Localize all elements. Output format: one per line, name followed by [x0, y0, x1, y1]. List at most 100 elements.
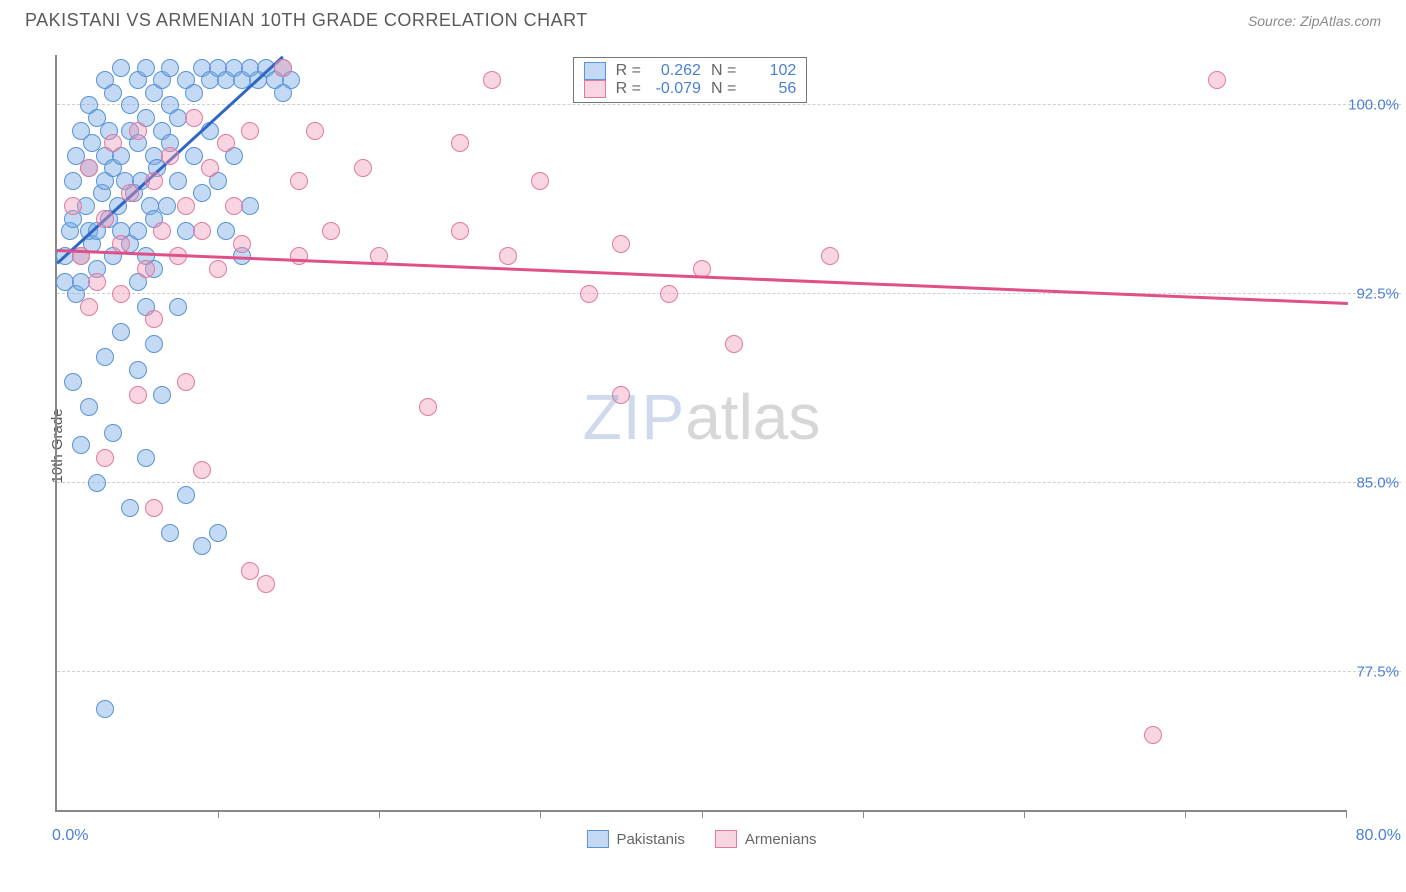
legend-swatch	[586, 830, 608, 848]
data-point	[137, 260, 155, 278]
data-point	[193, 184, 211, 202]
data-point	[161, 59, 179, 77]
data-point	[121, 184, 139, 202]
data-point	[64, 373, 82, 391]
data-point	[322, 222, 340, 240]
data-point	[193, 222, 211, 240]
data-point	[290, 172, 308, 190]
data-point	[257, 575, 275, 593]
data-point	[145, 335, 163, 353]
data-point	[209, 260, 227, 278]
data-point	[185, 84, 203, 102]
data-point	[169, 172, 187, 190]
data-point	[80, 398, 98, 416]
data-point	[274, 59, 292, 77]
data-point	[1144, 726, 1162, 744]
chart-title: PAKISTANI VS ARMENIAN 10TH GRADE CORRELA…	[25, 10, 588, 31]
x-tick	[702, 810, 703, 818]
data-point	[104, 134, 122, 152]
data-point	[153, 386, 171, 404]
legend-swatch	[715, 830, 737, 848]
x-tick	[1185, 810, 1186, 818]
legend-label: Armenians	[745, 831, 817, 848]
data-point	[217, 222, 235, 240]
data-point	[137, 59, 155, 77]
stat-n-value: 102	[746, 62, 796, 80]
data-point	[96, 700, 114, 718]
data-point	[88, 474, 106, 492]
data-point	[419, 398, 437, 416]
data-point	[306, 122, 324, 140]
data-point	[145, 499, 163, 517]
data-point	[660, 285, 678, 303]
y-tick-label: 85.0%	[1346, 474, 1401, 491]
data-point	[499, 247, 517, 265]
data-point	[112, 59, 130, 77]
data-point	[112, 285, 130, 303]
data-point	[161, 524, 179, 542]
data-point	[80, 159, 98, 177]
data-point	[129, 361, 147, 379]
legend-label: Pakistanis	[616, 831, 684, 848]
data-point	[96, 449, 114, 467]
data-point	[241, 562, 259, 580]
x-tick	[379, 810, 380, 818]
data-point	[158, 197, 176, 215]
gridline	[57, 104, 1401, 105]
data-point	[129, 386, 147, 404]
legend-swatch	[584, 62, 606, 80]
data-point	[72, 436, 90, 454]
data-point	[129, 222, 147, 240]
data-point	[104, 424, 122, 442]
gridline	[57, 293, 1401, 294]
data-point	[217, 134, 235, 152]
data-point	[531, 172, 549, 190]
data-point	[225, 197, 243, 215]
data-point	[354, 159, 372, 177]
data-point	[161, 147, 179, 165]
chart-area: 100.0%92.5%85.0%77.5% ZIPatlas R =0.262N…	[55, 55, 1346, 812]
trend-line	[57, 249, 1348, 304]
data-point	[96, 210, 114, 228]
data-point	[96, 348, 114, 366]
data-point	[185, 109, 203, 127]
x-tick	[540, 810, 541, 818]
stat-r-value: -0.079	[651, 80, 701, 98]
gridline	[57, 671, 1401, 672]
data-point	[451, 222, 469, 240]
stat-n-label: N =	[711, 62, 736, 80]
x-axis-start-label: 0.0%	[52, 827, 88, 845]
data-point	[153, 222, 171, 240]
gridline	[57, 482, 1401, 483]
data-point	[1208, 71, 1226, 89]
stat-n-label: N =	[711, 80, 736, 98]
data-point	[580, 285, 598, 303]
data-point	[145, 172, 163, 190]
data-point	[201, 159, 219, 177]
data-point	[177, 486, 195, 504]
y-tick-label: 92.5%	[1346, 286, 1401, 303]
data-point	[241, 122, 259, 140]
data-point	[177, 197, 195, 215]
data-point	[104, 84, 122, 102]
data-point	[274, 84, 292, 102]
stat-r-label: R =	[616, 80, 641, 98]
data-point	[121, 96, 139, 114]
y-tick-label: 100.0%	[1346, 97, 1401, 114]
data-point	[121, 499, 139, 517]
legend-item: Pakistanis	[586, 830, 684, 848]
stats-row: R =-0.079N =56	[584, 80, 797, 98]
data-point	[290, 247, 308, 265]
data-point	[64, 197, 82, 215]
legend-swatch	[584, 80, 606, 98]
data-point	[193, 537, 211, 555]
x-tick	[863, 810, 864, 818]
data-point	[145, 310, 163, 328]
data-point	[241, 197, 259, 215]
stats-legend: R =0.262N =102R =-0.079N =56	[573, 57, 808, 103]
data-point	[821, 247, 839, 265]
x-tick	[1024, 810, 1025, 818]
x-axis-end-label: 80.0%	[1356, 827, 1401, 845]
data-point	[612, 235, 630, 253]
data-point	[177, 373, 195, 391]
